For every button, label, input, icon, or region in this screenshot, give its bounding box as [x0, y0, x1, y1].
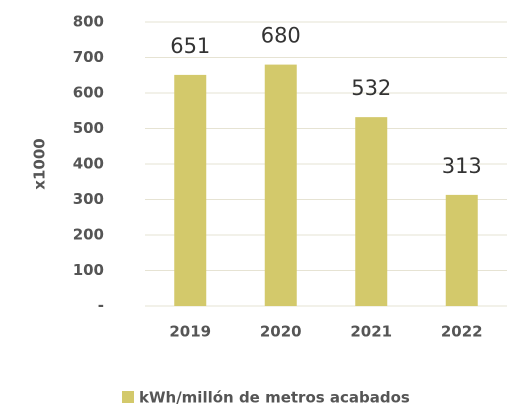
bar — [174, 74, 207, 307]
y-tick-label: 700 — [73, 48, 104, 66]
y-tick-label: 200 — [73, 226, 104, 244]
bar — [264, 64, 297, 306]
data-label: 313 — [442, 154, 482, 178]
bar — [445, 194, 478, 306]
y-tick-label: 400 — [73, 155, 104, 173]
y-tick-label: - — [98, 297, 104, 315]
bar — [355, 117, 388, 306]
data-label: 680 — [261, 24, 301, 48]
y-tick-label: 600 — [73, 84, 104, 102]
y-tick-label: 500 — [73, 119, 104, 137]
y-axis-label: x1000 — [31, 138, 49, 189]
data-label: 532 — [351, 76, 391, 100]
data-label: 651 — [170, 34, 210, 58]
x-tick-label: 2022 — [441, 323, 483, 341]
x-tick-label: 2021 — [350, 323, 392, 341]
x-tick-label: 2019 — [169, 323, 211, 341]
x-tick-label: 2020 — [260, 323, 302, 341]
legend-swatch — [122, 391, 134, 403]
y-tick-label: 100 — [73, 261, 104, 279]
y-tick-label: 800 — [73, 13, 104, 31]
legend-label: kWh/millón de metros acabados — [139, 389, 410, 407]
y-tick-label: 300 — [73, 190, 104, 208]
